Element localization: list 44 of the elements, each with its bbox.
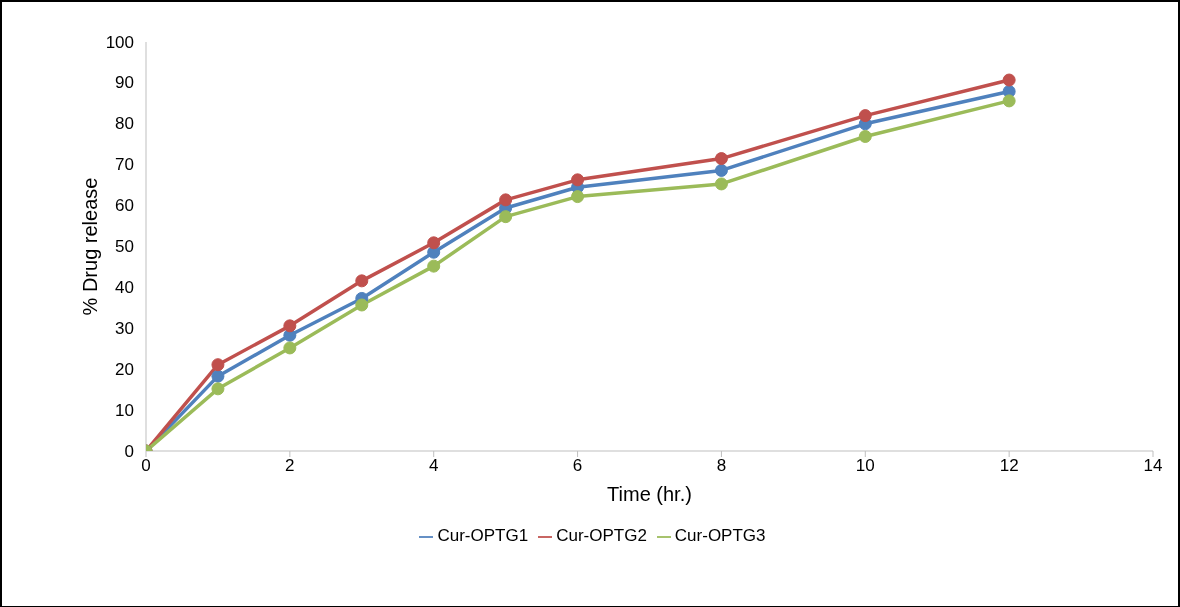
y-tick-label: 60 bbox=[115, 196, 134, 216]
point bbox=[355, 298, 369, 312]
y-tick-label: 30 bbox=[115, 318, 134, 338]
point bbox=[283, 341, 297, 355]
x-tick-label: 0 bbox=[141, 456, 151, 476]
point bbox=[1002, 94, 1016, 108]
y-tick-label: 20 bbox=[115, 359, 134, 379]
x-tick-label: 14 bbox=[1143, 456, 1163, 476]
y-tick-label: 90 bbox=[115, 73, 134, 93]
point bbox=[427, 259, 441, 273]
point bbox=[714, 177, 728, 191]
point bbox=[355, 274, 369, 288]
y-tick-label: 40 bbox=[115, 277, 134, 297]
point bbox=[211, 358, 225, 372]
point bbox=[714, 152, 728, 166]
legend-label: Cur-OPTG1 bbox=[437, 526, 529, 545]
point bbox=[427, 236, 441, 250]
x-tick-label: 8 bbox=[716, 456, 727, 476]
y-tick-label: 100 bbox=[105, 32, 134, 52]
y-tick-label: 70 bbox=[115, 155, 134, 175]
x-axis-title: Time (hr.) bbox=[607, 483, 692, 505]
x-tick-label: 2 bbox=[285, 456, 295, 476]
point bbox=[858, 109, 872, 123]
point bbox=[858, 129, 872, 143]
point bbox=[714, 163, 728, 177]
legend-label: Cur-OPTG2 bbox=[556, 526, 647, 545]
point bbox=[499, 193, 513, 207]
y-tick-label: 10 bbox=[115, 400, 134, 420]
point bbox=[499, 210, 513, 224]
point bbox=[571, 173, 585, 187]
point bbox=[211, 382, 225, 396]
y-axis-title: % Drug release bbox=[79, 177, 102, 316]
x-tick-label: 10 bbox=[855, 456, 875, 476]
point bbox=[283, 319, 297, 333]
legend-label: Cur-OPTG3 bbox=[674, 526, 766, 545]
point bbox=[571, 190, 585, 204]
y-tick-label: 80 bbox=[115, 114, 134, 134]
point bbox=[211, 369, 225, 383]
x-tick-label: 12 bbox=[999, 456, 1019, 476]
y-tick-label: 50 bbox=[115, 237, 134, 256]
y-tick-label: 0 bbox=[124, 441, 134, 461]
x-tick-label: 6 bbox=[572, 456, 583, 476]
x-tick-label: 4 bbox=[428, 456, 439, 476]
point bbox=[1002, 73, 1016, 87]
